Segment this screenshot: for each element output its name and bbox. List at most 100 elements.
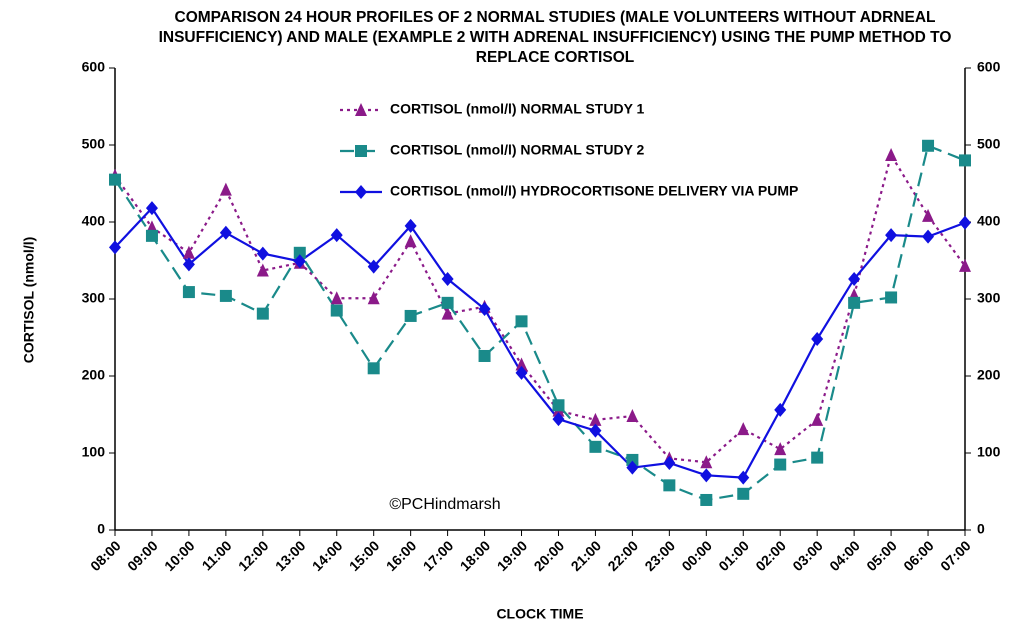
x-tick-label: 18:00 [457,537,494,574]
data-point [478,302,491,317]
data-point [404,218,417,233]
data-point [885,228,898,243]
data-point [478,349,491,362]
data-point [774,402,787,417]
data-point [219,182,232,196]
data-point [922,139,935,152]
x-tick-label: 04:00 [826,537,863,574]
x-tick-label: 16:00 [383,537,420,574]
x-tick-label: 06:00 [900,537,937,574]
y-axis-label: CORTISOL (nmol/l) [21,237,37,364]
y2-tick-label: 500 [977,136,1001,152]
x-tick-label: 08:00 [87,537,124,574]
data-point [182,245,195,259]
data-point [145,229,158,242]
data-point [811,412,824,426]
legend-marker [355,145,367,157]
data-point [922,208,935,222]
data-point [293,246,306,259]
data-point [774,458,787,471]
data-point [848,296,861,309]
y2-tick-label: 400 [977,213,1001,229]
data-point [922,229,935,244]
data-point [256,263,269,277]
x-tick-label: 02:00 [752,537,789,574]
data-point [885,291,898,304]
data-point [626,453,639,466]
x-tick-label: 21:00 [568,537,605,574]
data-point [626,409,639,423]
data-point [330,228,343,243]
data-point [774,442,787,456]
data-point [293,254,306,269]
data-point [811,332,824,347]
data-point [219,289,232,302]
data-point [663,456,676,471]
data-point [367,362,380,375]
x-axis-label: CLOCK TIME [496,606,583,622]
data-point [552,399,565,412]
data-point [109,173,121,186]
data-point [441,306,454,320]
x-tick-label: 15:00 [346,537,383,574]
data-point [219,225,232,240]
x-tick-label: 23:00 [641,537,678,574]
y2-tick-label: 600 [977,59,1001,75]
data-point [663,479,676,492]
data-point [552,412,565,427]
y2-tick-label: 0 [977,521,985,537]
data-point [404,234,417,248]
data-point [256,246,269,261]
y-tick-label: 500 [82,136,106,152]
x-tick-label: 19:00 [494,537,531,574]
data-point [367,259,380,274]
data-point [182,286,195,299]
data-point [330,304,343,317]
y-tick-label: 400 [82,213,106,229]
legend-marker [355,185,367,199]
data-point [737,470,750,485]
data-point [700,468,713,483]
data-point [330,291,343,305]
y-tick-label: 200 [82,367,106,383]
x-tick-label: 09:00 [124,537,161,574]
data-point [626,460,639,475]
legend-label: CORTISOL (nmol/l) HYDROCORTISONE DELIVER… [390,183,798,199]
data-point [811,451,824,464]
data-point [959,154,971,167]
data-point [441,296,454,309]
data-point [515,315,528,328]
x-tick-label: 07:00 [937,537,974,574]
y2-tick-label: 300 [977,290,1001,306]
x-tick-label: 22:00 [604,537,641,574]
chart-title: COMPARISON 24 HOUR PROFILES OF 2 NORMAL … [158,9,952,66]
data-point [589,423,602,438]
x-tick-label: 20:00 [531,537,568,574]
data-point [109,240,121,255]
data-point [515,357,528,371]
y-tick-label: 300 [82,290,106,306]
series-line [114,152,966,464]
legend-label: CORTISOL (nmol/l) NORMAL STUDY 2 [390,142,645,158]
y2-tick-label: 200 [977,367,1001,383]
x-tick-label: 00:00 [678,537,715,574]
legend-label: CORTISOL (nmol/l) NORMAL STUDY 1 [390,101,645,117]
data-point [737,487,750,500]
data-point [441,271,454,286]
data-point [848,271,861,286]
x-tick-label: 13:00 [272,537,309,574]
data-point [885,148,898,162]
x-tick-label: 03:00 [789,537,826,574]
y-tick-label: 600 [82,59,106,75]
y-tick-label: 100 [82,444,106,460]
x-tick-label: 10:00 [161,537,198,574]
annotation: ©PCHindmarsh [389,496,500,513]
x-tick-label: 05:00 [863,537,900,574]
data-point [182,257,195,272]
data-point [700,455,713,469]
data-point [959,215,971,230]
x-tick-label: 01:00 [715,537,752,574]
data-point [589,440,602,453]
y-tick-label: 0 [97,521,105,537]
